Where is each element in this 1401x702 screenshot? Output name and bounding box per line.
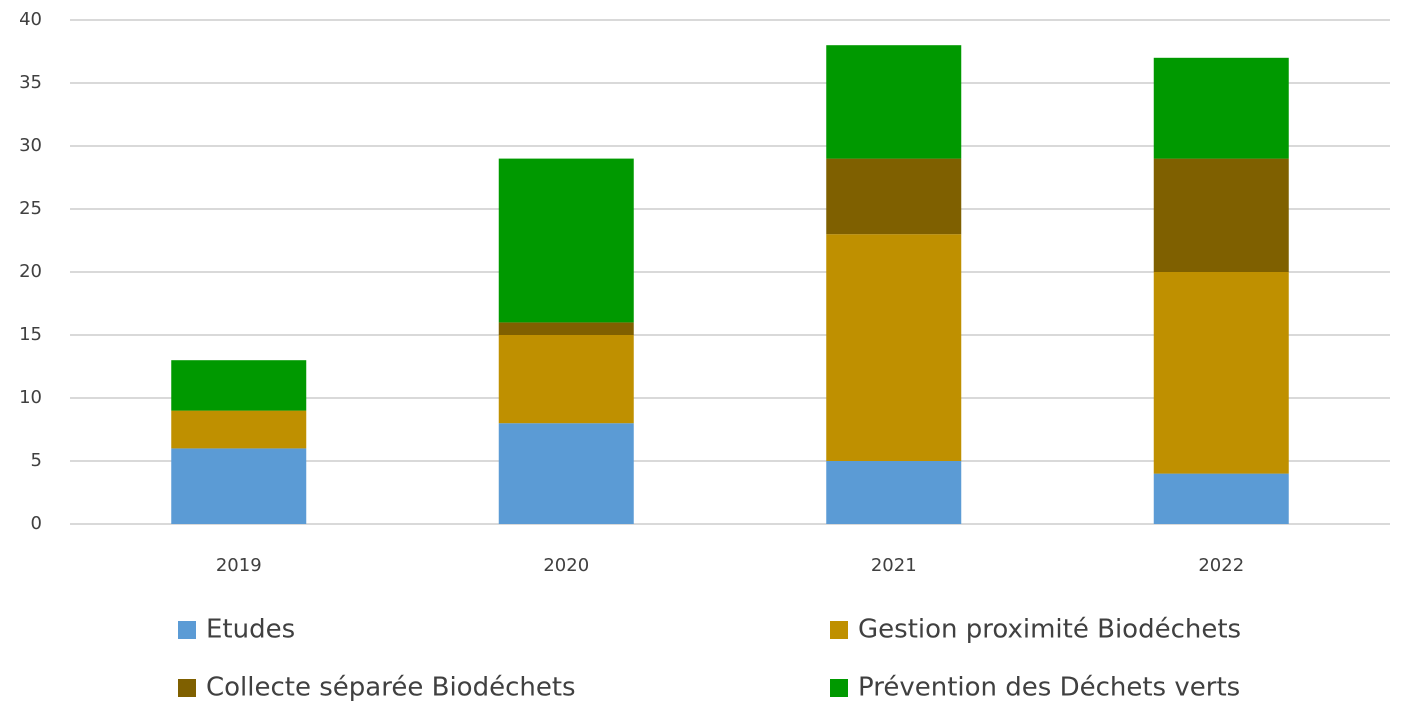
bar-segment <box>171 360 307 411</box>
bar-segment <box>826 45 962 159</box>
bar-segment <box>826 461 962 524</box>
y-tick-label: 0 <box>31 513 42 534</box>
bar-segment <box>826 234 962 461</box>
x-tick-label: 2021 <box>871 555 917 576</box>
bar-segment <box>1153 57 1289 159</box>
y-tick-label: 30 <box>19 135 42 156</box>
bar-segment <box>498 158 634 323</box>
x-tick-label: 2020 <box>543 555 589 576</box>
y-tick-label: 10 <box>19 387 42 408</box>
legend-swatch <box>178 679 196 697</box>
bar-segment <box>826 158 962 235</box>
legend-swatch <box>830 621 848 639</box>
x-tick-label: 2019 <box>216 555 262 576</box>
y-tick-label: 35 <box>19 72 42 93</box>
bar-segment <box>1153 272 1289 474</box>
y-tick-label: 40 <box>19 9 42 30</box>
y-tick-label: 15 <box>19 324 42 345</box>
y-tick-label: 5 <box>31 450 42 471</box>
bar-segment <box>498 335 634 424</box>
x-tick-label: 2022 <box>1198 555 1244 576</box>
y-tick-label: 20 <box>19 261 42 282</box>
legend-label: Collecte séparée Biodéchets <box>206 673 576 702</box>
bar-segment <box>1153 473 1289 524</box>
bar-segment <box>1153 158 1289 272</box>
bar-segment <box>498 423 634 524</box>
bar-segment <box>171 410 307 449</box>
legend-swatch <box>178 621 196 639</box>
legend-swatch <box>830 679 848 697</box>
bar-segment <box>171 448 307 524</box>
legend-label: Prévention des Déchets verts <box>858 673 1240 702</box>
legend-label: Gestion proximité Biodéchets <box>858 615 1241 645</box>
bar-segment <box>498 322 634 335</box>
y-tick-label: 25 <box>19 198 42 219</box>
legend-label: Etudes <box>206 615 295 645</box>
